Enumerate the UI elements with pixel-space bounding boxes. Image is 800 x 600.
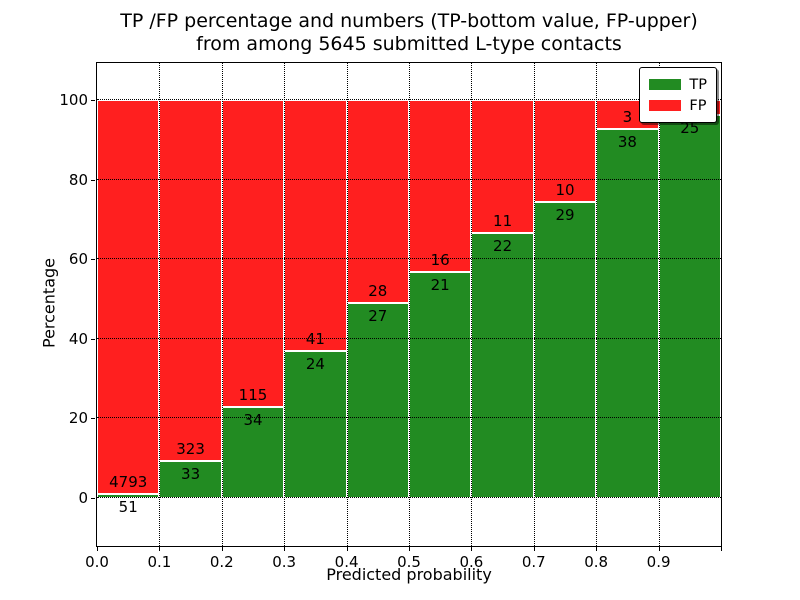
x-tick-label: 0.6 [459,553,484,571]
x-gridline [409,63,410,546]
legend-box: TP FP [639,67,717,123]
fp-swatch-icon [649,100,682,111]
fp-count-label: 28 [368,281,388,300]
fp-count-label: 41 [305,329,325,348]
y-tick-label: 40 [68,329,88,348]
bar-segment-fp [284,100,347,351]
legend-label-tp: TP [689,76,707,93]
tp-count-label: 27 [368,306,388,325]
bar-segment-fp [533,100,597,203]
fp-count-label: 11 [493,211,513,230]
y-tick-label: 60 [68,250,88,269]
chart-title: TP /FP percentage and numbers (TP-bottom… [96,10,722,56]
x-tick-label: 0.1 [147,553,172,571]
x-tick [596,547,598,551]
bar-segment-tp [346,302,409,498]
fp-count-label: 4793 [109,472,148,491]
bar-segment-fp [346,100,409,303]
bar-segment-tp [596,129,659,498]
bar-segment-tp [533,202,597,498]
x-tick-label: 0.7 [521,553,546,571]
tp-count-label: 21 [430,276,450,295]
x-gridline [159,63,161,546]
x-tick [284,547,286,551]
x-tick [533,547,535,551]
x-tick-label: 0.2 [209,553,234,571]
tp-count-label: 34 [243,411,263,430]
bar-segment-fp [409,100,472,273]
x-axis-label: Predicted probability [326,565,492,584]
x-gridline [533,63,535,546]
x-tick [97,547,98,551]
bar-segment-fp [159,100,222,461]
tp-count-label: 25 [680,119,700,138]
y-tick [91,497,95,499]
tp-count-label: 22 [493,236,513,255]
x-tick-label: 0.8 [584,553,609,571]
tp-count-label: 38 [617,133,637,152]
y-tick [91,418,95,420]
x-gridline [346,63,348,546]
x-tick [721,547,722,551]
y-tick-label: 80 [68,170,88,189]
y-tick [91,338,95,340]
y-tick-label: 20 [68,409,88,428]
legend-item-tp: TP [649,74,707,95]
x-tick-label: 0.5 [397,553,421,571]
tp-count-label: 24 [305,354,325,373]
y-tick [91,259,95,261]
x-tick [409,547,410,551]
x-tick-label: 0.9 [646,553,671,571]
fp-count-label: 3 [622,108,633,127]
tp-count-label: 51 [118,497,138,516]
x-tick-label: 0.3 [272,553,297,571]
bar-segment-tp [409,272,472,498]
bar-segment-tp [284,350,347,498]
fp-count-label: 16 [430,251,450,270]
legend-item-fp: FP [649,95,707,116]
x-gridline [471,63,473,546]
bars-layer [97,63,721,546]
chart-title-line-1: TP /FP percentage and numbers (TP-bottom… [120,10,698,32]
fp-count-label: 115 [238,386,268,405]
x-gridline [596,63,598,546]
x-tick-label: 0.0 [85,553,109,571]
y-tick [91,100,95,101]
y-tick-label: 0 [78,488,88,507]
bar-segment-fp [97,100,160,494]
bar-segment-tp [471,232,534,498]
x-tick [658,547,660,551]
y-tick [91,179,95,181]
x-tick [221,547,223,551]
bar-segment-tp [658,115,721,498]
grid-layer [97,63,721,546]
plot-area: 4793 51 323 33 115 34 41 24 28 27 16 21 11 22 10 29 3 38 2… [96,62,722,547]
x-tick [471,547,473,551]
x-tick [346,547,348,551]
x-tick [159,547,161,551]
fp-count-label: 10 [555,181,575,200]
x-gridline [658,63,660,546]
tp-swatch-icon [649,79,682,90]
bar-segment-tp [221,407,285,498]
x-gridline [221,63,223,546]
x-tick-label: 0.4 [334,553,359,571]
bar-segment-fp [471,100,534,233]
x-gridline [284,63,286,546]
tp-count-label: 33 [181,464,201,483]
annotations-layer: 4793 51 323 33 115 34 41 24 28 27 16 21 11 22 10 29 3 38 2… [97,63,721,546]
tp-count-label: 29 [555,206,575,225]
legend-label-fp: FP [689,97,707,114]
fp-count-label: 323 [176,439,205,458]
y-tick-label: 100 [59,91,88,109]
chart-title-line-2: from among 5645 submitted L-type contact… [196,33,622,55]
